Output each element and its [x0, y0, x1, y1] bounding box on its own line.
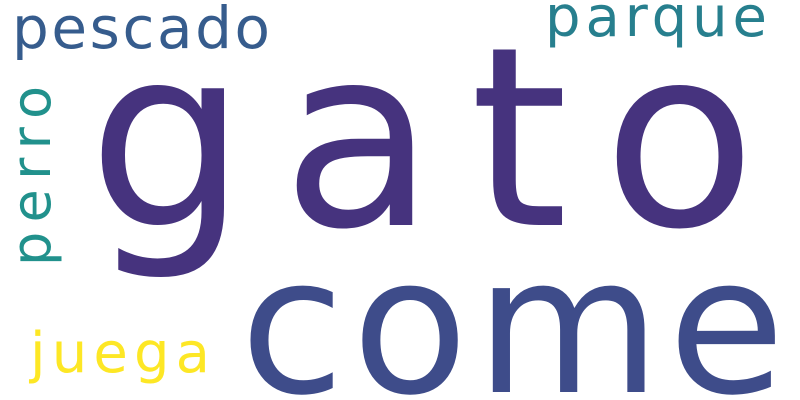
word: pescado [12, 0, 270, 62]
word: parque [545, 0, 767, 50]
word: gato [88, 0, 756, 284]
word: come [240, 216, 785, 400]
word: perro [0, 86, 63, 266]
word: juega [28, 321, 210, 386]
